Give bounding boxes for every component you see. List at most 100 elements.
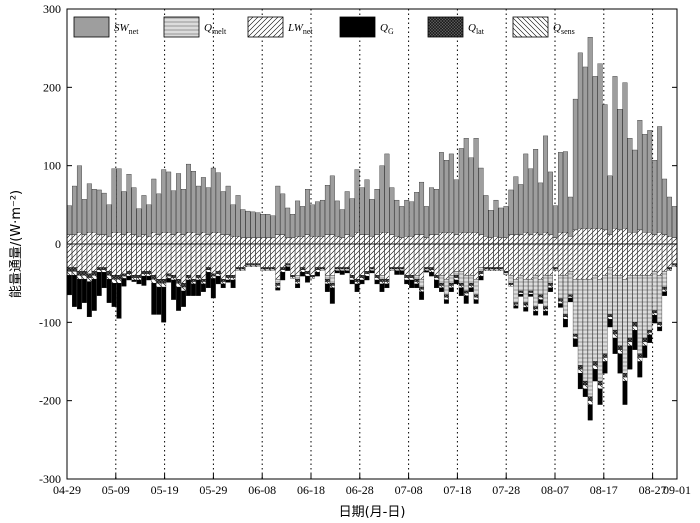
bar-qsens	[612, 333, 618, 339]
bar-qg	[652, 315, 658, 324]
bar-lwnet-positive	[161, 232, 167, 245]
bar-qsens	[106, 275, 112, 280]
bar-qg	[562, 319, 568, 328]
bar-lwnet-positive	[409, 236, 415, 245]
bar-qsens	[324, 281, 330, 285]
bar-lwnet	[602, 243, 608, 276]
bar-qg	[374, 279, 380, 285]
bar-qmelt	[543, 275, 549, 307]
bar-lwnet-positive	[587, 228, 593, 245]
bar-lwnet	[508, 243, 514, 276]
bar-lwnet-positive	[622, 228, 628, 245]
bar-qsens	[582, 384, 588, 390]
bar-qsens	[399, 268, 405, 271]
bar-qg	[429, 272, 434, 277]
legend-swatch	[163, 16, 200, 38]
bar-qsens	[577, 369, 583, 374]
bar-lwnet-positive	[508, 234, 514, 245]
bar-qlat	[96, 267, 102, 270]
bar-qsens	[443, 297, 449, 300]
bar-qmelt	[533, 275, 539, 307]
bar-qg	[72, 275, 77, 307]
bar-swnet	[225, 185, 231, 235]
bar-swnet	[230, 204, 236, 237]
bar-swnet	[86, 183, 92, 233]
bar-qsens	[657, 324, 663, 328]
bar-qlat	[523, 302, 529, 306]
bar-lwnet	[280, 243, 286, 268]
bar-swnet	[672, 206, 677, 238]
bar-swnet	[359, 187, 365, 235]
bar-qlat	[647, 330, 653, 333]
bar-qlat	[498, 267, 504, 270]
bar-qlat	[300, 267, 306, 270]
bar-qsens	[488, 268, 494, 271]
bar-lwnet	[121, 243, 127, 274]
bar-swnet	[394, 199, 400, 237]
bar-qg	[384, 283, 390, 289]
bar-lwnet	[339, 243, 345, 268]
bar-lwnet-positive	[414, 234, 420, 245]
bar-qsens	[607, 316, 613, 320]
bar-qmelt	[518, 275, 524, 292]
bar-qmelt	[562, 275, 568, 315]
bar-swnet	[195, 185, 201, 235]
bar-lwnet	[116, 243, 122, 276]
bar-lwnet	[632, 243, 638, 276]
bar-qsens	[562, 316, 568, 320]
bar-lwnet	[285, 243, 291, 264]
bar-swnet	[567, 196, 573, 237]
bar-qg	[200, 283, 206, 292]
bar-swnet	[76, 165, 82, 233]
bar-qg	[329, 287, 335, 304]
bar-lwnet-positive	[349, 236, 355, 245]
bar-swnet	[622, 82, 628, 229]
bar-lwnet	[468, 243, 474, 276]
bar-qg	[612, 337, 618, 354]
bar-lwnet	[220, 243, 226, 280]
bar-qsens	[290, 276, 296, 279]
bar-lwnet	[518, 243, 524, 276]
bar-lwnet-positive	[136, 236, 142, 245]
bar-qmelt	[662, 271, 668, 288]
bar-lwnet-positive	[473, 232, 479, 245]
bar-qg	[161, 286, 167, 323]
bar-qlat	[86, 273, 92, 278]
legend-label: QG	[380, 22, 394, 36]
bar-qsens	[384, 281, 390, 285]
bar-lwnet-positive	[265, 237, 271, 245]
bar-qg	[448, 287, 454, 292]
bar-lwnet	[572, 243, 578, 280]
bar-qg	[463, 295, 469, 304]
bar-qg	[453, 279, 459, 285]
bar-swnet	[290, 214, 296, 238]
bar-qsens	[116, 279, 122, 284]
bar-lwnet	[200, 243, 206, 280]
bar-lwnet	[290, 243, 296, 276]
bar-qmelt	[513, 279, 519, 303]
bar-qlat	[210, 273, 216, 277]
bar-qlat	[369, 267, 375, 270]
bar-lwnet-positive	[364, 234, 370, 245]
bar-swnet	[354, 169, 360, 233]
bar-lwnet	[478, 243, 484, 268]
bar-swnet	[305, 189, 310, 235]
bar-qsens	[131, 277, 137, 281]
bar-lwnet-positive	[384, 232, 390, 245]
legend-item-qg: QG	[339, 16, 394, 38]
bar-lwnet	[181, 243, 186, 284]
bar-lwnet	[344, 243, 350, 268]
bar-qmelt	[612, 275, 618, 331]
bar-lwnet	[533, 243, 539, 276]
bar-swnet	[181, 189, 186, 235]
bar-lwnet-positive	[285, 237, 291, 245]
bar-lwnet	[434, 243, 439, 276]
bar-lwnet	[310, 243, 315, 276]
bar-swnet	[463, 138, 469, 233]
bar-qg	[101, 272, 107, 289]
bar-qg	[67, 275, 72, 296]
bar-qg	[191, 283, 196, 296]
bar-qlat	[195, 275, 201, 278]
bar-qg	[409, 279, 415, 289]
bar-qlat	[672, 263, 677, 266]
